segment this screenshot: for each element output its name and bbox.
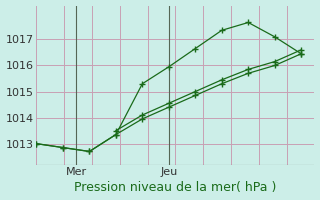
X-axis label: Pression niveau de la mer( hPa ): Pression niveau de la mer( hPa ) [74,181,276,194]
